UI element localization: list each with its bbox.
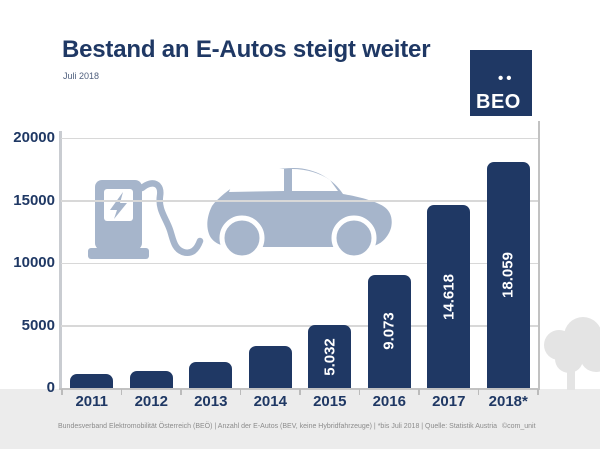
y-axis-label-20000: 20000 (13, 129, 55, 146)
x-axis-tick (418, 389, 420, 395)
tree-icon (544, 317, 600, 390)
bar-value-label: 9.073 (380, 312, 398, 351)
x-axis-label-2013: 2013 (194, 393, 228, 410)
x-axis-label-2016: 2016 (372, 393, 406, 410)
car-front-window (292, 169, 338, 191)
x-axis-tick (477, 389, 480, 395)
car-rear-window (229, 168, 284, 192)
car-front-wheel (331, 215, 377, 261)
footer-band (0, 389, 600, 449)
x-axis-label-2014: 2014 (253, 393, 287, 410)
y-axis-label-10000: 10000 (13, 254, 55, 271)
bar-2013 (189, 362, 233, 388)
bar-2016: 9.073 (367, 274, 411, 388)
charging-station-icon (88, 180, 204, 259)
source-line: Bundesverband Elektromobilität Österreic… (58, 423, 498, 430)
electric-car-icon (207, 168, 392, 261)
charger-base (88, 248, 149, 259)
bar-2014 (248, 345, 292, 388)
x-axis-tick (180, 389, 182, 395)
bar-value-label: 14.618 (440, 273, 458, 320)
bar-value-label: 5.032 (321, 337, 339, 376)
lightning-bolt-icon (110, 192, 127, 219)
beo-logo-umlaut-dots: •• (498, 70, 515, 87)
x-axis-label-2017: 2017 (432, 393, 466, 410)
bar-2018*: 18.059 (486, 162, 530, 388)
chart-subtitle-date: Juli 2018 (63, 71, 100, 81)
y-axis-label-15000: 15000 (13, 191, 55, 209)
copyright-credit: ©com_unit (502, 423, 536, 430)
gridline-10000 (61, 262, 538, 264)
gridline-15000 (61, 200, 538, 202)
charging-cable-icon (138, 180, 204, 256)
x-axis-tick (239, 389, 242, 395)
bar-2011 (70, 374, 114, 388)
y-axis-line (59, 131, 62, 389)
tree-trunk (567, 356, 575, 390)
x-axis-tick (299, 389, 301, 395)
y-axis-label-5000: 5000 (21, 316, 55, 334)
gridline-20000 (61, 137, 538, 139)
x-axis-tick (358, 389, 361, 395)
bar-2017: 14.618 (427, 205, 471, 388)
beo-logo-text: BEO (476, 91, 521, 113)
x-axis-tick (120, 389, 123, 395)
bar-2012 (129, 370, 173, 388)
car-rear-wheel (219, 215, 265, 261)
x-axis-tick (61, 389, 63, 395)
x-axis-label-2011: 2011 (75, 393, 109, 410)
beo-logo: •• BEO (470, 50, 532, 116)
y-axis-label-0: 0 (46, 379, 55, 396)
bar-value-label: 18.059 (499, 252, 517, 299)
x-axis-label-2012: 2012 (134, 393, 168, 410)
plot-right-border (538, 121, 540, 389)
bar-2015: 5.032 (308, 325, 352, 388)
gridline-5000 (61, 325, 538, 327)
x-axis-label-2015: 2015 (313, 393, 347, 410)
x-axis-tick (537, 389, 539, 395)
x-axis-label-2018*: 2018* (488, 393, 528, 410)
page-title: Bestand an E-Autos steigt weiter (62, 36, 431, 63)
